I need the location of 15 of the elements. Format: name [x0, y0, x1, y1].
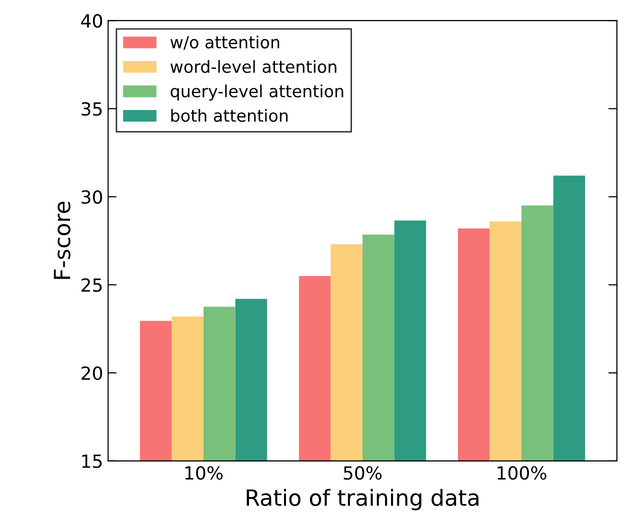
y-axis-title: F-score [54, 202, 70, 279]
x-tick-label: 100% [498, 466, 546, 480]
y-tick-label: 40 [81, 14, 102, 28]
y-tick-label: 15 [82, 454, 102, 468]
legend-label: query-level attention [170, 84, 344, 101]
y-tick-label: 30 [82, 190, 102, 204]
legend-label: both attention [171, 108, 288, 122]
x-tick-label: 50% [344, 466, 382, 480]
x-axis-title: Ratio of training data [246, 488, 478, 510]
y-tick-label: 25 [82, 278, 102, 292]
legend-label: w/o attention [170, 36, 280, 50]
x-tick-label: 10% [185, 466, 223, 480]
y-tick-label: 20 [82, 366, 102, 380]
legend-label: word-level attention [170, 60, 336, 73]
y-tick-label: 35 [82, 102, 102, 116]
